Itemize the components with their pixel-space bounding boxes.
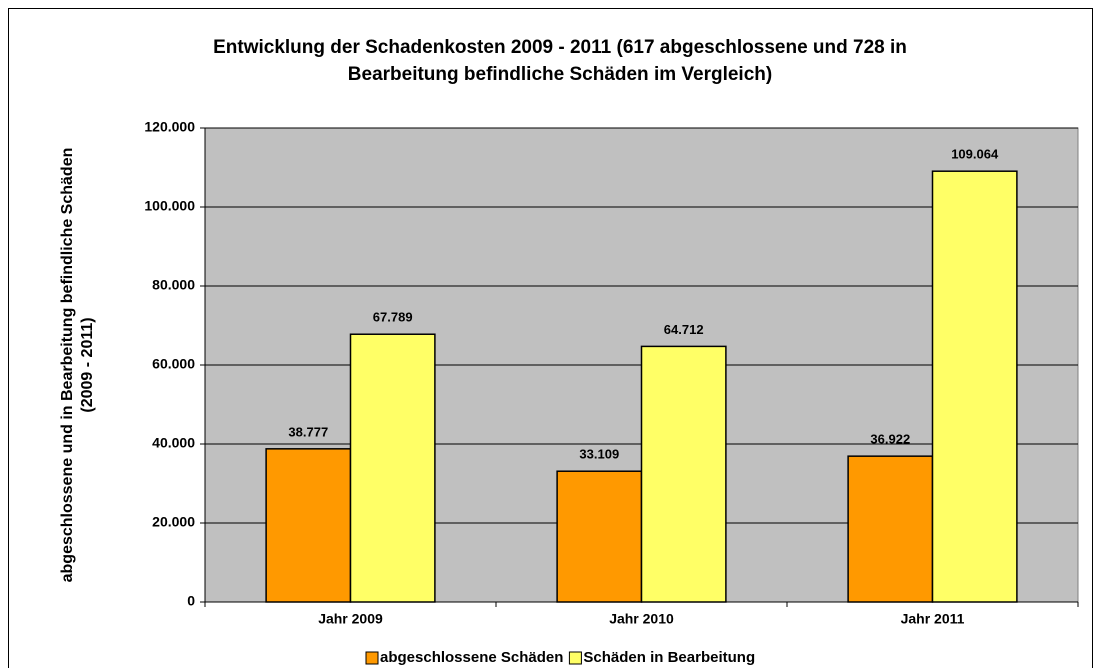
y-tick-label: 120.000 xyxy=(144,119,195,135)
value-label: 109.064 xyxy=(951,147,999,162)
legend-swatch xyxy=(568,651,582,665)
chart-title: Entwicklung der Schadenkosten 2009 - 201… xyxy=(213,37,907,58)
bar xyxy=(556,470,643,603)
y-axis-label-line: (2009 - 2011) xyxy=(79,317,96,412)
bar xyxy=(847,455,934,603)
y-tick-label: 60.000 xyxy=(152,356,195,372)
value-label: 64.712 xyxy=(664,322,704,337)
x-tick-label: Jahr 2010 xyxy=(609,611,674,627)
y-tick-label: 20.000 xyxy=(152,514,195,530)
y-tick-label: 100.000 xyxy=(144,198,195,214)
chart-title: Bearbeitung befindliche Schäden im Vergl… xyxy=(348,64,772,85)
bar xyxy=(265,448,352,603)
bar xyxy=(640,345,727,603)
value-label: 38.777 xyxy=(288,424,328,439)
value-label: 33.109 xyxy=(579,447,619,462)
y-axis-label: abgeschlossene und in Bearbeitung befind… xyxy=(59,148,96,583)
x-tick-label: Jahr 2011 xyxy=(901,611,965,627)
y-tick-label: 80.000 xyxy=(152,277,195,293)
y-tick-label: 40.000 xyxy=(152,435,195,451)
bar xyxy=(931,170,1018,603)
legend-label: abgeschlossene Schäden xyxy=(380,649,563,666)
y-tick-label: 0 xyxy=(187,593,195,609)
y-axis-label-line: abgeschlossene und in Bearbeitung befind… xyxy=(59,148,76,583)
legend-swatch xyxy=(365,651,379,665)
value-label: 67.789 xyxy=(373,310,413,325)
bar xyxy=(349,333,436,603)
value-label: 36.922 xyxy=(870,432,910,447)
x-tick-label: Jahr 2009 xyxy=(318,611,383,627)
legend-label: Schäden in Bearbeitung xyxy=(583,649,755,666)
